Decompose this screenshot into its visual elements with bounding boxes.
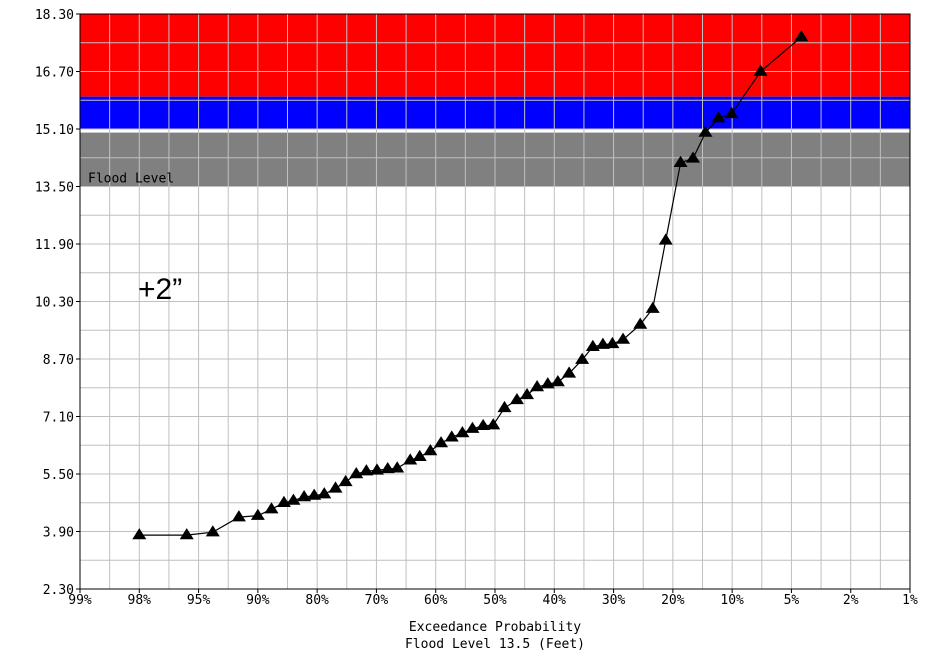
triangle-marker: [520, 387, 535, 400]
triangle-marker: [390, 461, 405, 473]
triangle-marker: [698, 125, 713, 137]
x-tick-label: 60%: [424, 593, 448, 608]
x-tick-label: 70%: [365, 593, 389, 608]
triangle-marker: [338, 474, 353, 487]
triangle-marker: [633, 317, 648, 329]
triangle-marker: [179, 528, 194, 540]
y-tick-label: 18.30: [35, 8, 74, 23]
triangle-marker: [359, 464, 374, 476]
x-tick-label: 40%: [543, 593, 567, 608]
triangle-marker: [562, 366, 577, 378]
triangle-marker: [753, 64, 768, 76]
triangle-marker: [412, 449, 427, 461]
y-tick-label: 13.50: [35, 181, 74, 196]
triangle-marker: [530, 380, 545, 392]
triangle-marker: [658, 233, 673, 245]
x-tick-label: 90%: [246, 593, 270, 608]
triangle-marker: [645, 301, 660, 313]
x-tick-label: 80%: [305, 593, 329, 608]
triangle-marker: [605, 336, 620, 349]
y-tick-label: 8.70: [43, 353, 74, 368]
x-tick-label: 5%: [784, 593, 800, 608]
flood-level-label: Flood Level: [88, 172, 174, 187]
triangle-marker: [673, 155, 688, 167]
x-tick-label: 20%: [661, 593, 685, 608]
triangle-marker: [465, 421, 480, 433]
triangle-marker: [794, 30, 809, 42]
x-tick-label: 99%: [68, 593, 92, 608]
triangle-marker: [616, 332, 631, 344]
x-tick-label: 2%: [843, 593, 859, 608]
y-tick-labels: 18.30 16.70 15.10 13.50 11.90 10.30 8.70 7.10 5.…: [35, 8, 80, 598]
triangle-marker: [370, 463, 385, 475]
triangle-marker: [317, 487, 332, 499]
x-tick-labels: 99% 98% 95% 90% 80% 70% 60% 50% 40% 30% 20% 10% 5% 2%…: [68, 589, 918, 608]
data-markers: [132, 30, 809, 540]
triangle-marker: [444, 430, 459, 442]
x-axis-title: Exceedance Probability: [409, 620, 581, 635]
x-tick-label: 50%: [483, 593, 507, 608]
triangle-marker: [686, 151, 701, 163]
triangle-marker: [403, 453, 418, 465]
y-tick-label: 10.30: [35, 296, 74, 311]
y-tick-label: 5.50: [43, 468, 74, 483]
triangle-marker: [132, 528, 147, 540]
triangle-marker: [550, 375, 565, 387]
triangle-marker: [575, 352, 590, 364]
triangle-marker: [509, 392, 524, 405]
x-tick-label: 95%: [187, 593, 211, 608]
y-tick-label: 7.10: [43, 411, 74, 426]
triangle-marker: [455, 426, 470, 438]
triangle-marker: [307, 488, 322, 500]
triangle-marker: [250, 508, 265, 520]
x-tick-label: 1%: [902, 593, 918, 608]
x-tick-label: 30%: [602, 593, 626, 608]
y-tick-label: 16.70: [35, 66, 74, 81]
triangle-marker: [724, 106, 739, 119]
grid: [79, 13, 911, 590]
y-tick-label: 3.90: [43, 526, 74, 541]
x-tick-label: 98%: [128, 593, 152, 608]
y-tick-label: 11.90: [35, 238, 74, 253]
triangle-marker: [380, 461, 395, 474]
triangle-marker: [349, 467, 364, 479]
y-tick-label: 15.10: [35, 123, 74, 138]
triangle-marker: [297, 490, 312, 502]
chart-subtitle: Flood Level 13.5 (Feet): [405, 637, 585, 652]
triangle-marker: [497, 400, 512, 413]
triangle-marker: [486, 418, 501, 430]
y-tick-label: 2.30: [43, 583, 74, 598]
triangle-marker: [231, 510, 246, 522]
triangle-marker: [476, 418, 491, 431]
triangle-marker: [434, 436, 449, 448]
triangle-marker: [423, 444, 438, 456]
annotation-label: +2”: [138, 273, 182, 306]
triangle-marker: [205, 525, 220, 537]
x-tick-label: 10%: [720, 593, 744, 608]
triangle-marker: [595, 337, 610, 349]
triangle-marker: [711, 111, 726, 123]
triangle-marker: [286, 493, 301, 505]
triangle-marker: [328, 481, 343, 493]
triangle-marker: [264, 502, 279, 514]
